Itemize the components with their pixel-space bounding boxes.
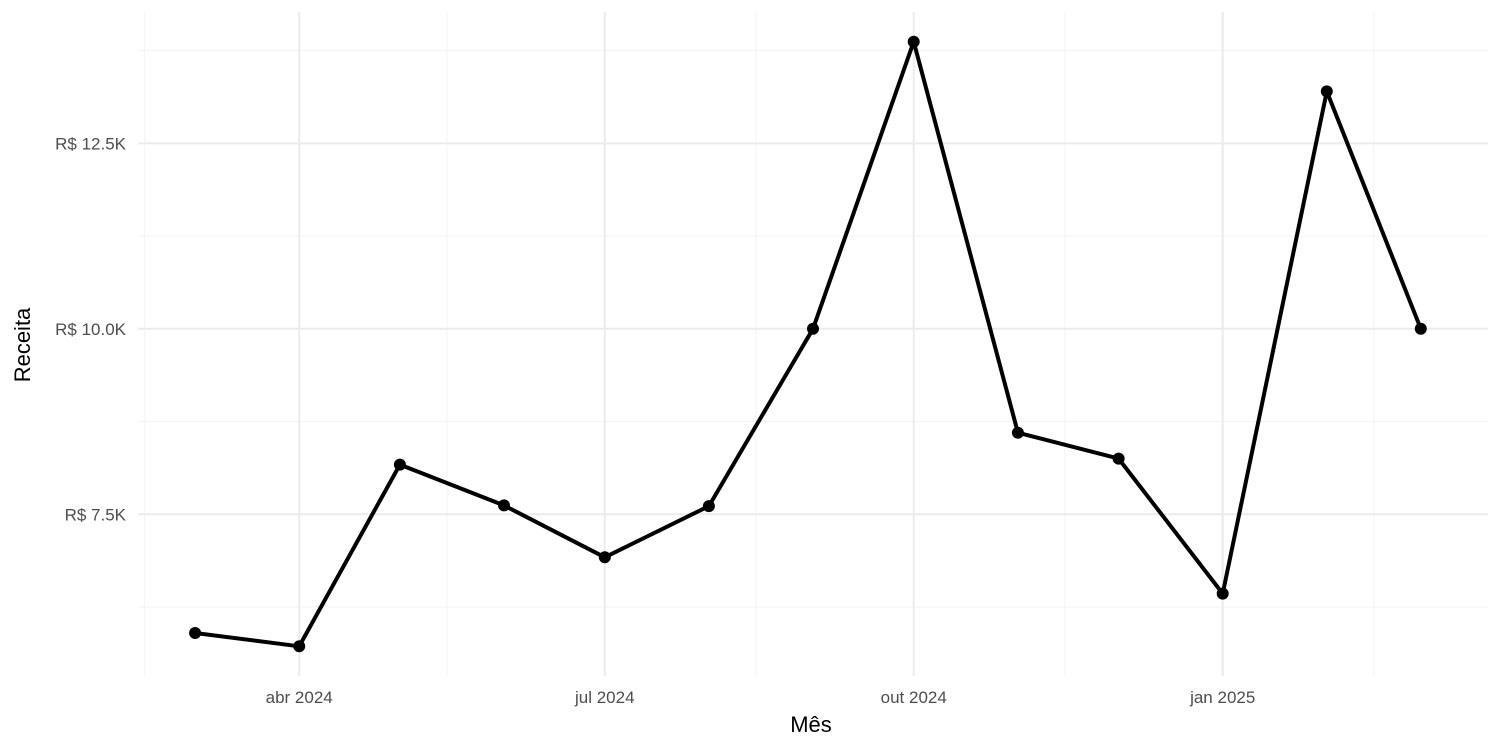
data-point (702, 500, 715, 513)
data-point (1112, 452, 1125, 465)
y-axis-ticks: R$ 7.5K R$ 10.0K R$ 12.5K (55, 134, 127, 524)
data-point (907, 35, 920, 48)
y-tick-label: R$ 10.0K (55, 320, 127, 339)
data-point (393, 458, 406, 471)
x-tick-label: jul 2024 (574, 688, 635, 707)
data-point (807, 322, 819, 335)
data-point (1216, 587, 1229, 600)
x-tick-label: jan 2025 (1189, 688, 1255, 707)
data-point (1320, 85, 1333, 98)
x-axis-ticks: abr 2024 jul 2024 out 2024 jan 2025 (266, 688, 1256, 707)
data-point (293, 640, 306, 653)
data-point (1414, 322, 1427, 335)
grid (138, 12, 1488, 676)
data-points (189, 35, 1427, 653)
y-axis-title: Receita (10, 307, 35, 382)
x-tick-label: out 2024 (881, 688, 947, 707)
series-line-layer (193, 39, 1423, 649)
x-tick-label: abr 2024 (266, 688, 333, 707)
data-point (189, 627, 202, 639)
y-tick-label: R$ 12.5K (55, 134, 127, 153)
data-point (598, 551, 611, 564)
series-line (193, 39, 1423, 649)
data-point (1011, 426, 1024, 439)
data-point (498, 499, 510, 512)
y-tick-label: R$ 7.5K (65, 505, 127, 524)
x-axis-title: Mês (790, 712, 832, 737)
